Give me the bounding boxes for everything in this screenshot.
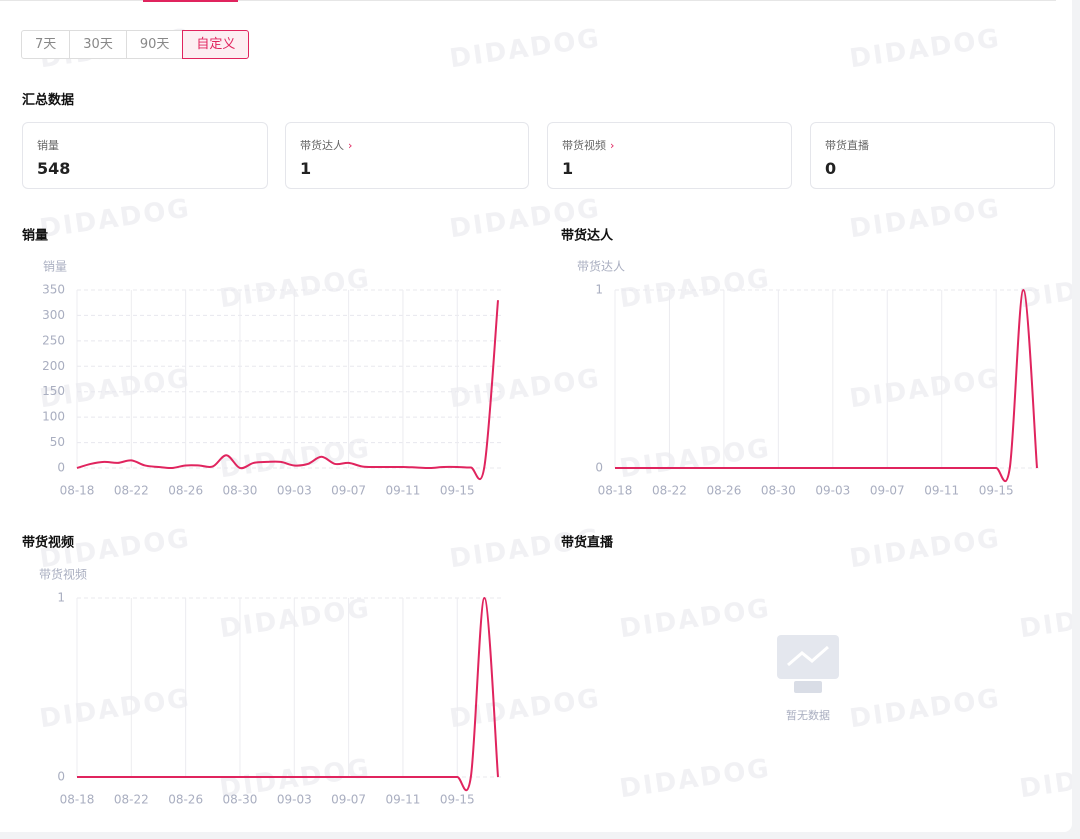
- watermark: DIDADOG: [218, 433, 373, 484]
- stat-label: 带货达人: [300, 139, 344, 152]
- x-tick-label: 09-11: [385, 484, 420, 498]
- stat-value: 1: [300, 159, 312, 178]
- watermark: DIDADOG: [1018, 593, 1072, 644]
- x-tick-label: 08-26: [706, 484, 741, 498]
- y-tick-label: 200: [42, 359, 65, 373]
- line-series: [77, 596, 499, 792]
- watermark: DIDADOG: [848, 193, 1003, 244]
- arrow-icon: ›: [610, 139, 615, 152]
- watermark: DIDADOG: [448, 363, 603, 414]
- x-tick-label: 08-30: [761, 484, 796, 498]
- y-tick-label: 350: [42, 283, 65, 297]
- watermark: DIDADOG: [618, 433, 773, 484]
- x-tick-label: 09-03: [277, 793, 312, 807]
- stat-label: 销量: [37, 139, 59, 152]
- x-tick-label: 09-15: [979, 484, 1014, 498]
- tab[interactable]: 自定义: [182, 30, 250, 59]
- watermark: DIDADOG: [848, 683, 1003, 734]
- empty-text: 暂无数据: [786, 708, 830, 722]
- watermark: DIDADOG: [618, 263, 773, 314]
- x-tick-label: 08-18: [60, 793, 95, 807]
- x-tick-label: 08-22: [652, 484, 687, 498]
- top-tab-bar: [0, 0, 1056, 2]
- y-tick-label: 0: [595, 461, 603, 475]
- stat-value: 0: [825, 159, 837, 178]
- stat-card: 销量 548: [22, 122, 268, 189]
- y-tick-label: 100: [42, 410, 65, 424]
- watermark: DIDADOG: [38, 193, 193, 244]
- y-axis-name: 销量: [43, 260, 67, 274]
- tab[interactable]: 90天: [125, 30, 184, 59]
- y-axis-name: 带货视频: [39, 567, 87, 582]
- arrow-icon: ›: [348, 139, 353, 152]
- x-tick-label: 08-18: [60, 484, 95, 498]
- y-tick-label: 0: [57, 770, 65, 784]
- watermark: DIDADOG: [1018, 753, 1072, 804]
- watermark: DIDADOG: [848, 363, 1003, 414]
- x-tick-label: 09-15: [440, 793, 475, 807]
- x-tick-label: 08-30: [223, 793, 258, 807]
- stat-card: 带货直播 0: [810, 122, 1055, 189]
- y-tick-label: 150: [42, 384, 65, 398]
- line-series: [76, 300, 499, 481]
- watermark: DIDADOG: [618, 593, 773, 644]
- tab[interactable]: 30天: [69, 30, 127, 59]
- stat-label-wrap: 带货视频 ›: [562, 137, 614, 153]
- x-tick-label: 08-22: [114, 484, 149, 498]
- stat-card[interactable]: 带货视频 › 1: [547, 122, 792, 189]
- x-tick-label: 09-03: [277, 484, 312, 498]
- tab[interactable]: 7天: [21, 30, 71, 59]
- x-tick-label: 09-11: [385, 793, 420, 807]
- y-tick-label: 1: [57, 591, 65, 605]
- x-tick-label: 08-22: [114, 793, 149, 807]
- stat-label-wrap: 带货达人 ›: [300, 137, 352, 153]
- stat-label: 带货直播: [825, 139, 869, 152]
- stat-value: 548: [37, 159, 71, 178]
- y-tick-label: 50: [50, 435, 65, 449]
- x-tick-label: 09-11: [924, 484, 959, 498]
- watermark: DIDADOG: [218, 263, 373, 314]
- chart-title: 带货视频: [22, 535, 74, 551]
- x-tick-label: 08-26: [168, 793, 203, 807]
- watermark: DIDADOG: [848, 23, 1003, 74]
- empty-icon-line: [787, 645, 829, 667]
- x-tick-label: 09-07: [331, 484, 366, 498]
- watermark: DIDADOG: [448, 683, 603, 734]
- chart-title: 带货直播: [561, 535, 614, 551]
- y-tick-label: 1: [595, 283, 603, 297]
- watermark: DIDADOG: [848, 523, 1003, 574]
- date-tabs: 7天 30天 90天 自定义: [21, 30, 250, 59]
- chart-title: 带货达人: [561, 228, 614, 244]
- x-tick-label: 08-18: [598, 484, 633, 498]
- x-tick-label: 09-03: [815, 484, 850, 498]
- watermark: DIDADOG: [448, 23, 603, 74]
- stat-card[interactable]: 带货达人 › 1: [285, 122, 529, 189]
- x-tick-label: 08-30: [223, 484, 258, 498]
- chart-title: 销量: [22, 228, 48, 244]
- x-tick-label: 09-15: [440, 484, 475, 498]
- y-tick-label: 250: [42, 333, 65, 347]
- empty-icon-stand: [794, 681, 822, 693]
- y-axis-name: 带货达人: [577, 259, 625, 274]
- section-title: 汇总数据: [22, 93, 75, 108]
- line-series: [615, 288, 1038, 483]
- watermark: DIDADOG: [38, 683, 193, 734]
- x-tick-label: 09-07: [331, 793, 366, 807]
- x-tick-label: 08-26: [168, 484, 203, 498]
- y-tick-label: 0: [57, 461, 65, 475]
- watermark: DIDADOG: [218, 593, 373, 644]
- y-tick-label: 300: [42, 308, 65, 322]
- x-tick-label: 09-07: [870, 484, 905, 498]
- watermark: DIDADOG: [618, 753, 773, 804]
- stat-label: 带货视频: [562, 139, 606, 152]
- stat-value: 1: [562, 159, 574, 178]
- active-indicator: [143, 0, 238, 2]
